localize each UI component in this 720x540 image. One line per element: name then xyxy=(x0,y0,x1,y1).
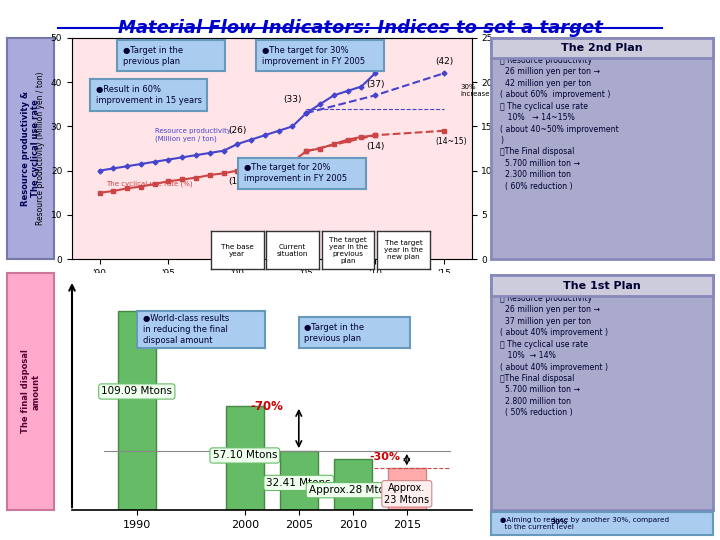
Text: Approx.
23 Mtons: Approx. 23 Mtons xyxy=(384,483,429,505)
Text: 32.41 Mtons: 32.41 Mtons xyxy=(266,478,331,488)
Text: ●World-class results
in reducing the final
disposal amount: ●World-class results in reducing the fin… xyxy=(143,314,230,345)
Bar xyxy=(226,406,264,510)
Text: 109.09 Mtons: 109.09 Mtons xyxy=(102,387,172,396)
Bar xyxy=(388,468,426,510)
Text: ●The target for 20%
improvement in FY 2005: ●The target for 20% improvement in FY 20… xyxy=(244,163,347,184)
Y-axis label: The cyclical use rate (%): The cyclical use rate (%) xyxy=(495,102,504,195)
Text: (26): (26) xyxy=(228,126,246,135)
Text: Resource productivity
(Million yen / ton): Resource productivity (Million yen / ton… xyxy=(155,129,230,142)
Text: (37): (37) xyxy=(366,79,384,89)
Text: The target
year in the
previous
plan: The target year in the previous plan xyxy=(328,237,368,264)
Text: 30%: 30% xyxy=(551,519,568,525)
Text: ●Aiming to reduce by another 30%, compared
  to the current level: ●Aiming to reduce by another 30%, compar… xyxy=(500,517,669,530)
Text: (33): (33) xyxy=(283,95,302,104)
Text: The 1st Plan: The 1st Plan xyxy=(563,281,641,291)
Text: In FY 2000 → In FY 2010
・ Resource productivity
  26 million yen per ton →
  37 : In FY 2000 → In FY 2010 ・ Resource produ… xyxy=(500,282,608,417)
Text: ●Target in the
previous plan: ●Target in the previous plan xyxy=(122,45,183,66)
Text: Material Flow Indicators: Indices to set a target: Material Flow Indicators: Indices to set… xyxy=(117,19,603,37)
Text: Current
situation: Current situation xyxy=(277,244,308,256)
Y-axis label: Resource productivity (Million yen / ton): Resource productivity (Million yen / ton… xyxy=(36,72,45,225)
Text: Resource productivity &
The cyclical use rate: Resource productivity & The cyclical use… xyxy=(21,91,40,206)
Bar xyxy=(118,311,156,510)
Text: (12.2): (12.2) xyxy=(286,160,312,168)
Text: (42): (42) xyxy=(435,57,453,66)
Text: The target
year in the
new plan: The target year in the new plan xyxy=(384,240,423,260)
Text: -30%: -30% xyxy=(369,452,401,462)
Text: (10): (10) xyxy=(228,177,247,186)
Text: ●Target in the
previous plan: ●Target in the previous plan xyxy=(305,322,364,343)
Text: 57.10 Mtons: 57.10 Mtons xyxy=(212,450,277,461)
Text: The cyclical use rate (%): The cyclical use rate (%) xyxy=(107,181,193,187)
Text: (14): (14) xyxy=(366,141,384,151)
Text: ●Result in 60%
improvement in 15 years: ●Result in 60% improvement in 15 years xyxy=(96,85,202,105)
Text: Approx.28 Mtons: Approx.28 Mtons xyxy=(309,485,397,495)
Text: The final disposal
amount: The final disposal amount xyxy=(21,349,40,434)
X-axis label: Fiscal year: Fiscal year xyxy=(248,284,296,293)
Text: -70%: -70% xyxy=(250,400,283,413)
Text: (14~15): (14~15) xyxy=(435,137,467,146)
Bar xyxy=(334,459,372,510)
Text: 30%
increase: 30% increase xyxy=(461,84,490,97)
Bar xyxy=(280,451,318,510)
Text: ●The target for 30%
improvement in FY 2005: ●The target for 30% improvement in FY 20… xyxy=(262,45,365,66)
Text: The base
year: The base year xyxy=(221,244,253,256)
Text: In FY 2000 → In FY 2015
・ Resource productivity
  26 million yen per ton →
  42 : In FY 2000 → In FY 2015 ・ Resource produ… xyxy=(500,44,618,191)
Text: The 2nd Plan: The 2nd Plan xyxy=(561,43,643,53)
